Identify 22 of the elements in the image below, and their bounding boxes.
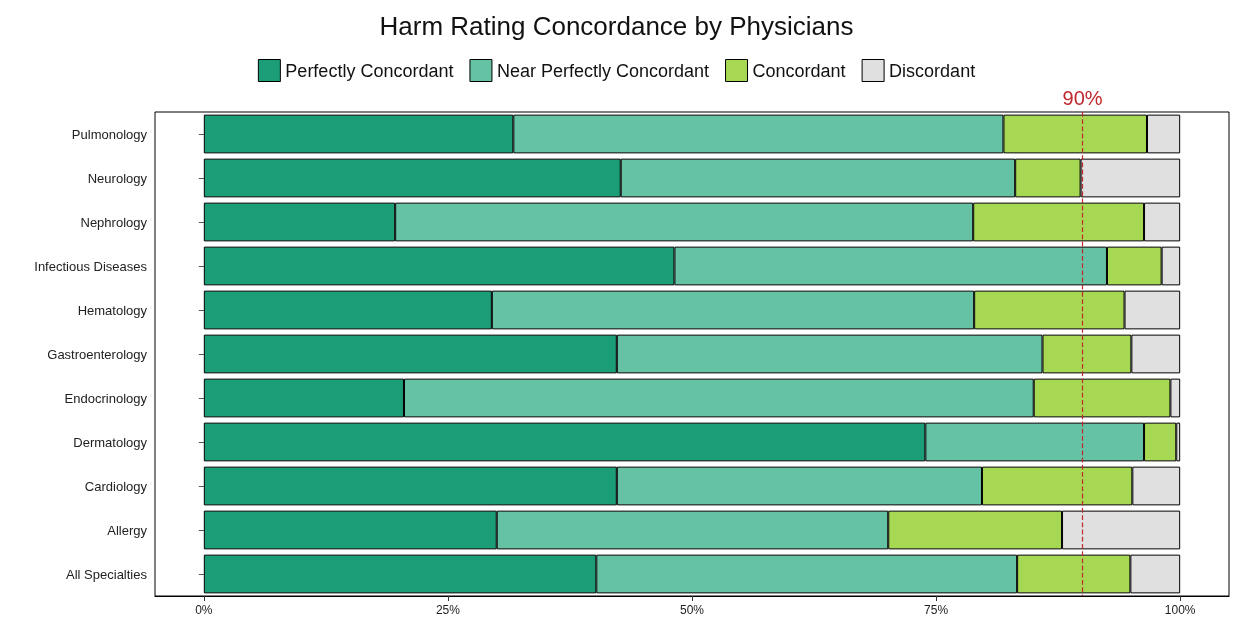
y-tick-label: Cardiology xyxy=(84,478,148,494)
legend-label: Discordant xyxy=(889,60,976,81)
chart-title: Harm Rating Concordance by Physicians xyxy=(379,11,854,41)
y-tick-label: Hematology xyxy=(77,302,148,318)
y-tick-label: Gastroenterology xyxy=(47,346,148,362)
x-tick-label: 75% xyxy=(924,603,949,617)
x-tick-label: 50% xyxy=(679,603,705,617)
legend-label: Near Perfectly Concordant xyxy=(496,60,710,81)
x-tick-label: 100% xyxy=(1164,603,1196,617)
y-tick-label: Dermatology xyxy=(73,434,148,450)
y-tick-label: Allergy xyxy=(107,522,148,538)
y-tick-label: Nephrology xyxy=(80,214,148,230)
y-tick-label: Endocrinology xyxy=(64,390,148,406)
y-tick-label: All Specialties xyxy=(66,566,148,582)
x-tick-label: 0% xyxy=(195,603,213,617)
y-tick-label: Infectious Diseases xyxy=(34,258,148,274)
y-tick-label: Pulmonology xyxy=(71,126,148,142)
ref-line-label: 90% xyxy=(1062,87,1103,109)
x-tick-label: 25% xyxy=(435,603,461,617)
y-tick-label: Neurology xyxy=(87,170,148,186)
legend-label: Concordant xyxy=(752,60,846,81)
legend-label: Perfectly Concordant xyxy=(285,60,454,81)
